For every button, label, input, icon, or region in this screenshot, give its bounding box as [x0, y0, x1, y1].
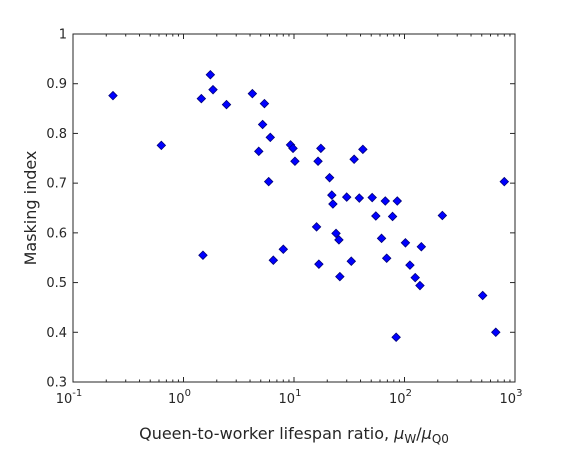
data-point	[346, 256, 357, 266]
y-tick-label: 0.5	[46, 276, 67, 291]
y-tick-label: 0.8	[46, 127, 67, 142]
y-axis-label: Masking index	[21, 151, 40, 266]
data-point	[415, 280, 425, 291]
data-point	[392, 196, 403, 206]
x-axis-label: Queen-to-worker lifespan ratio, μW/μQ0	[139, 424, 449, 446]
data-point	[477, 290, 488, 301]
plot-background	[73, 34, 515, 382]
data-point	[331, 228, 341, 239]
data-point	[387, 211, 398, 222]
y-tick-label: 0.9	[46, 77, 67, 92]
data-point	[156, 140, 167, 151]
y-tick-labels: 0.3 0.4 0.5 0.6 0.7 0.8 0.9 1	[46, 28, 67, 391]
data-point	[371, 211, 381, 221]
data-point	[254, 146, 264, 157]
data-point	[410, 272, 420, 283]
y-tick-label: 0.3	[46, 376, 67, 391]
x-tick-label: 10-1	[56, 388, 83, 407]
data-point	[416, 242, 427, 252]
data-point	[349, 154, 359, 165]
data-point	[324, 172, 335, 183]
data-point	[327, 190, 337, 200]
x-tick-label: 100	[168, 388, 191, 407]
y-tick-label: 0.7	[46, 177, 67, 192]
data-point	[499, 176, 510, 187]
x-tick-labels: 10-1 100 101 102 103	[56, 388, 523, 407]
y-tick-label: 0.4	[46, 326, 67, 341]
data-point	[437, 210, 448, 221]
data-point	[354, 193, 365, 203]
data-point	[328, 199, 338, 209]
data-point	[205, 70, 216, 80]
x-tick-label: 103	[500, 388, 523, 407]
data-point	[316, 143, 326, 154]
data-point	[380, 196, 391, 206]
data-point	[334, 235, 344, 245]
data-point	[263, 176, 274, 187]
data-point	[358, 144, 368, 155]
data-point	[290, 156, 300, 167]
data-point	[265, 132, 276, 143]
data-point	[400, 238, 411, 248]
data-point	[376, 233, 387, 244]
data-point	[314, 259, 324, 269]
x-tick-label: 102	[389, 388, 412, 407]
data-point	[259, 98, 270, 109]
y-tick-label: 1	[59, 28, 67, 43]
data-point	[491, 327, 501, 338]
data-point	[405, 260, 415, 270]
data-point	[198, 250, 208, 260]
x-tick-label: 101	[279, 388, 302, 407]
data-point	[208, 84, 218, 95]
data-point	[311, 222, 322, 232]
y-tick-label: 0.6	[46, 226, 67, 241]
data-point	[341, 192, 352, 202]
data-point	[196, 93, 207, 104]
data-point	[381, 253, 392, 263]
points-layer	[108, 70, 510, 343]
data-point	[335, 271, 345, 282]
data-point	[257, 119, 268, 130]
data-point	[247, 88, 258, 99]
data-point	[367, 192, 377, 203]
data-point	[313, 156, 323, 167]
data-point	[288, 143, 298, 154]
data-point	[221, 99, 232, 110]
data-point	[108, 90, 118, 101]
data-point	[268, 255, 279, 265]
plot-frame	[72, 33, 516, 383]
data-point	[278, 244, 289, 255]
data-point	[391, 332, 401, 343]
